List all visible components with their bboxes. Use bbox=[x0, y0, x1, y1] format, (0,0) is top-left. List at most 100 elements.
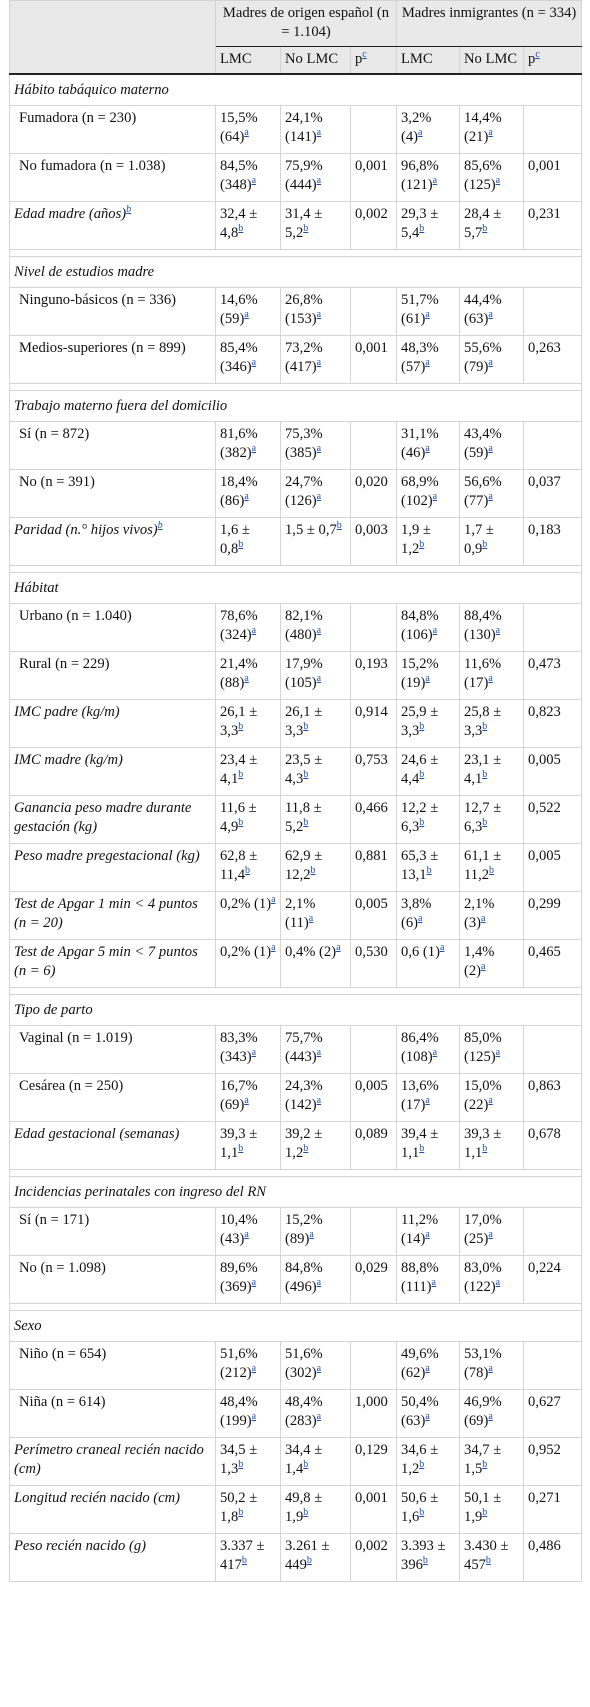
row-label: IMC madre (kg/m) bbox=[9, 747, 216, 796]
footnote-mark: a bbox=[251, 625, 257, 637]
value-cell: 34,6 ± 1,2b bbox=[396, 1437, 461, 1486]
value-cell: 50,2 ± 1,8b bbox=[215, 1485, 281, 1534]
p-text: 0,029 bbox=[355, 1260, 388, 1276]
value-cell: 26,1 ± 3,3b bbox=[280, 699, 351, 748]
cell-text: 31,1% (46) bbox=[401, 426, 439, 461]
value-cell: 48,3% (57)a bbox=[396, 335, 461, 384]
row-label: Vaginal (n = 1.019) bbox=[9, 1025, 216, 1074]
footnote-mark: a bbox=[495, 625, 501, 637]
footnote-mark: a bbox=[316, 1095, 322, 1107]
footnote-mark: a bbox=[251, 175, 257, 187]
p-value bbox=[349, 1207, 398, 1256]
cell-text: 1,7 ± 0,9 bbox=[464, 522, 494, 557]
cell-text: 1,5 ± 0,7 bbox=[285, 522, 337, 538]
footnote-mark: a bbox=[316, 625, 322, 637]
footnote-mark: a bbox=[316, 491, 322, 503]
value-cell: 53,1% (78)a bbox=[459, 1341, 525, 1390]
p-value: 0,005 bbox=[523, 747, 583, 796]
footnote-mark: a bbox=[316, 127, 322, 139]
cell-text: 12,2 ± 6,3 bbox=[401, 800, 439, 835]
variable-row: Peso recién nacido (g) 3.337 ± 417b 3.261 … bbox=[9, 1533, 583, 1582]
p-value bbox=[523, 105, 583, 154]
cell-text: 24,7% (126) bbox=[285, 474, 323, 509]
section-text: Hábitat bbox=[14, 580, 59, 596]
value-cell: 73,2% (417)a bbox=[280, 335, 351, 384]
value-cell: 25,8 ± 3,3b bbox=[459, 699, 525, 748]
p-value: 0,678 bbox=[523, 1121, 583, 1170]
category-row: Urbano (n = 1.040) 78,6% (324)a 82,1% (480… bbox=[9, 603, 583, 652]
footnote-mark: b bbox=[303, 817, 309, 829]
footnote-mark: a bbox=[488, 1229, 493, 1241]
cell-text: 34,6 ± 1,2 bbox=[401, 1442, 439, 1477]
footnote-mark: b bbox=[241, 1555, 247, 1567]
value-cell: 31,1% (46)a bbox=[396, 421, 461, 470]
row-label: Edad madre (años)b bbox=[9, 201, 216, 250]
value-cell: 10,4% (43)a bbox=[215, 1207, 281, 1256]
variable-row: Perímetro craneal recién nacido (cm) 34,5… bbox=[9, 1437, 583, 1486]
value-cell: 0,2% (1)a bbox=[215, 891, 281, 940]
variable-row: Edad gestacional (semanas) 39,3 ± 1,1b 39,… bbox=[9, 1121, 583, 1170]
value-cell: 85,0% (125)a bbox=[459, 1025, 525, 1074]
footnote-mark: b bbox=[419, 1507, 425, 1519]
footnote-mark: a bbox=[488, 1411, 493, 1423]
value-cell: 17,0% (25)a bbox=[459, 1207, 525, 1256]
row-label: Urbano (n = 1.040) bbox=[9, 603, 216, 652]
cell-text: 24,3% (142) bbox=[285, 1078, 323, 1113]
value-cell: 56,6% (77)a bbox=[459, 469, 525, 518]
footnote-mark: a bbox=[495, 1047, 501, 1059]
value-cell: 3,2% (4)a bbox=[396, 105, 461, 154]
section-title: Nivel de estudios madre bbox=[8, 256, 583, 288]
cell-text: 3.261 ± 449 bbox=[285, 1538, 330, 1573]
value-cell: 44,4% (63)a bbox=[459, 287, 525, 336]
variable-row: IMC madre (kg/m) 23,4 ± 4,1b 23,5 ± 4,3b 0,… bbox=[9, 747, 583, 796]
footnote-mark: b bbox=[482, 817, 488, 829]
cell-text: 15,0% (22) bbox=[464, 1078, 502, 1113]
footnote-mark: c bbox=[362, 49, 367, 61]
p-value: 0,627 bbox=[523, 1389, 583, 1438]
p-value: 1,000 bbox=[349, 1389, 398, 1438]
cell-text: 25,9 ± 3,3 bbox=[401, 704, 439, 739]
p-text: 0,037 bbox=[528, 474, 561, 490]
cell-text: 83,3% (343) bbox=[220, 1030, 258, 1065]
cell-text: 15,5% (64) bbox=[220, 110, 258, 145]
value-cell: 3,8% (6)a bbox=[396, 891, 461, 940]
footnote-mark: b bbox=[419, 1143, 425, 1155]
spacer-cell bbox=[8, 1303, 583, 1311]
row-label: Niño (n = 654) bbox=[9, 1341, 216, 1390]
cell-text: Test de Apgar 1 min < 4 puntos (n = 20) bbox=[14, 896, 198, 931]
cell-text: 50,2 ± 1,8 bbox=[220, 1490, 258, 1525]
p-value bbox=[523, 1207, 583, 1256]
cell-text: 49,8 ± 1,9 bbox=[285, 1490, 323, 1525]
value-cell: 96,8% (121)a bbox=[396, 153, 461, 202]
category-row: Niño (n = 654) 51,6% (212)a 51,6% (302)a 49… bbox=[9, 1341, 583, 1390]
label-text: Niña (n = 614) bbox=[19, 1394, 106, 1410]
p-text: 0,473 bbox=[528, 656, 561, 672]
footnote-mark: a bbox=[316, 673, 322, 685]
category-row: Medios-superiores (n = 899) 85,4% (346)a 7… bbox=[9, 335, 583, 384]
p-text: 0,231 bbox=[528, 206, 561, 222]
footnote-mark: b bbox=[238, 1143, 244, 1155]
cell-text: 26,8% (153) bbox=[285, 292, 323, 327]
cell-text: 50,4% (63) bbox=[401, 1394, 439, 1429]
row-label: Niña (n = 614) bbox=[9, 1389, 216, 1438]
spacer-cell bbox=[8, 987, 583, 995]
p-value: 0,005 bbox=[523, 843, 583, 892]
cell-text: 14,6% (59) bbox=[220, 292, 258, 327]
footnote-mark: a bbox=[488, 1095, 493, 1107]
footnote-mark: b bbox=[306, 1555, 312, 1567]
row-label: Sí (n = 872) bbox=[9, 421, 216, 470]
value-cell: 12,7 ± 6,3b bbox=[459, 795, 525, 844]
cell-text: 16,7% (69) bbox=[220, 1078, 258, 1113]
cell-text: 17,9% (105) bbox=[285, 656, 323, 691]
p-value: 0,522 bbox=[523, 795, 583, 844]
column-header: pc bbox=[349, 46, 398, 75]
footnote-mark: a bbox=[425, 1363, 430, 1375]
p-value: 0,037 bbox=[523, 469, 583, 518]
category-row: No (n = 391) 18,4% (86)a 24,7% (126)a 0,020… bbox=[9, 469, 583, 518]
footnote-mark: b bbox=[238, 721, 244, 733]
p-text: 0,952 bbox=[528, 1442, 561, 1458]
row-label: No (n = 1.098) bbox=[9, 1255, 216, 1304]
p-text: 0,183 bbox=[528, 522, 561, 538]
cell-text: 34,7 ± 1,5 bbox=[464, 1442, 502, 1477]
p-value: 0,193 bbox=[349, 651, 398, 700]
